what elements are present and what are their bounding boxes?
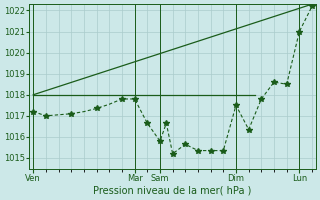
X-axis label: Pression niveau de la mer( hPa ): Pression niveau de la mer( hPa ) [93,186,252,196]
